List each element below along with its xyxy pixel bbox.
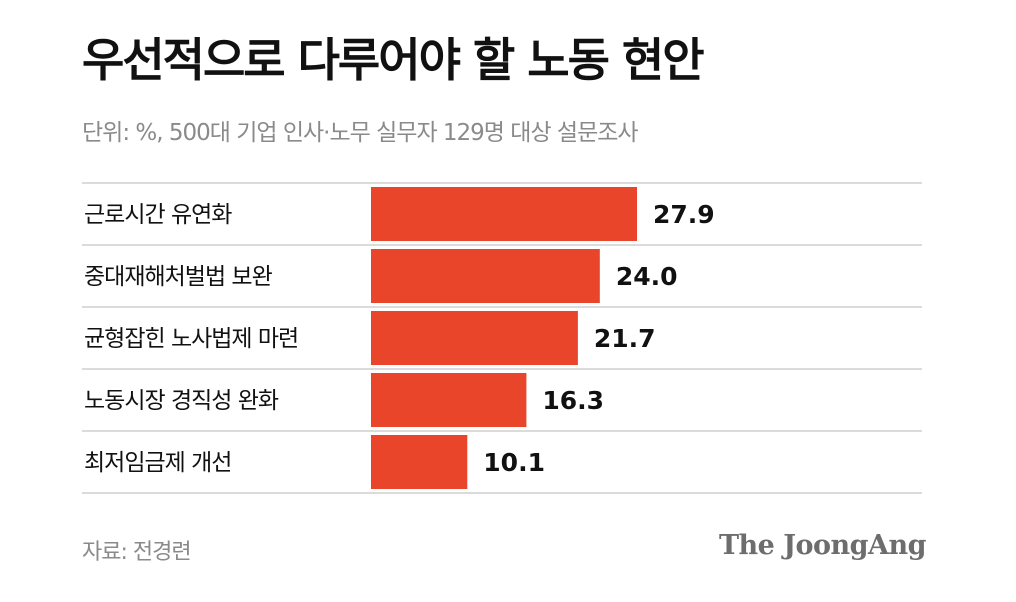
category-label: 균형잡힌 노사법제 마련 bbox=[84, 326, 298, 352]
chart-title: 우선적으로 다루어야 할 노동 현안 bbox=[82, 33, 705, 87]
value-label: 16.3 bbox=[542, 386, 604, 415]
category-label: 중대재해처벌법 보완 bbox=[84, 264, 273, 290]
bar bbox=[371, 311, 578, 365]
category-label: 최저임금제 개선 bbox=[84, 450, 231, 476]
brand-logo: The JoongAng bbox=[718, 530, 927, 561]
value-label: 10.1 bbox=[483, 448, 545, 477]
bar bbox=[371, 249, 600, 303]
bar bbox=[371, 373, 527, 427]
bar bbox=[371, 435, 468, 489]
bar bbox=[371, 187, 637, 241]
value-label: 27.9 bbox=[653, 200, 715, 229]
category-label: 노동시장 경직성 완화 bbox=[84, 388, 279, 414]
value-label: 24.0 bbox=[616, 262, 678, 291]
chart-subtitle: 단위: %, 500대 기업 인사·노무 실무자 129명 대상 설문조사 bbox=[82, 120, 639, 146]
category-label: 근로시간 유연화 bbox=[84, 202, 232, 228]
value-label: 21.7 bbox=[594, 324, 656, 353]
source-note: 자료: 전경련 bbox=[82, 540, 192, 565]
